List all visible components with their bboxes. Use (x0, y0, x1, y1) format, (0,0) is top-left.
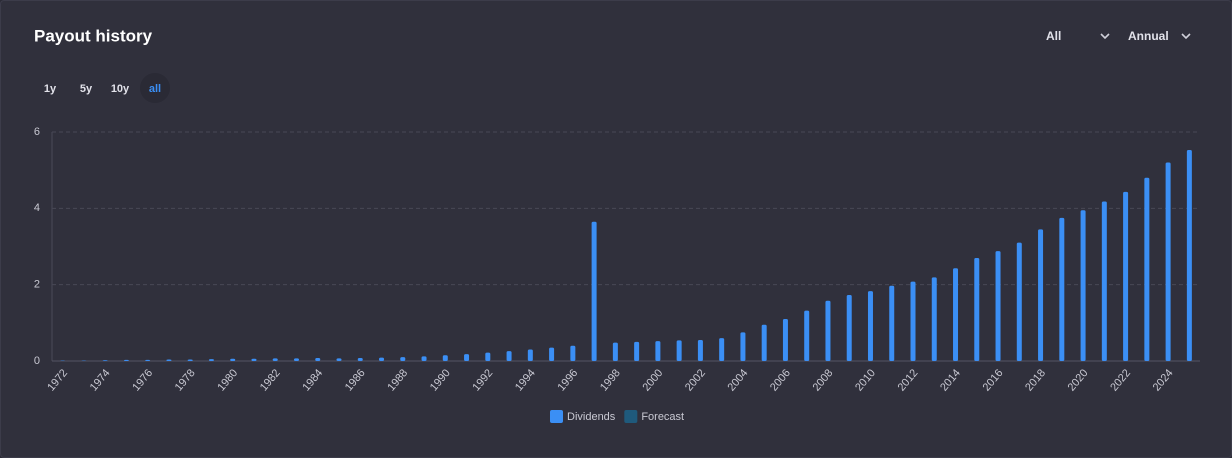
bar (208, 359, 214, 361)
bar (910, 281, 916, 361)
x-tick-label: 1974 (88, 367, 113, 393)
bar (527, 349, 533, 361)
legend-label: Forecast (641, 411, 684, 423)
bar (1186, 149, 1192, 361)
bar (591, 221, 597, 361)
x-tick-label: 2002 (683, 367, 708, 393)
x-tick-label: 1980 (215, 367, 240, 393)
bar (974, 257, 980, 361)
bar (676, 340, 682, 361)
x-tick-label: 1992 (470, 367, 495, 393)
bar (400, 357, 406, 361)
active-range-bg (140, 73, 170, 103)
x-tick-label: 2014 (938, 367, 963, 393)
bar (889, 285, 895, 361)
bar (293, 358, 299, 361)
x-tick-label: 2000 (640, 367, 665, 393)
bar (995, 251, 1001, 361)
bar (804, 310, 810, 361)
bar (719, 338, 725, 361)
x-tick-label: 2012 (896, 367, 921, 393)
bar (1080, 210, 1086, 361)
range-button[interactable]: 1y (44, 83, 57, 95)
legend-swatch (624, 410, 638, 423)
widget-title: Payout history (34, 26, 153, 45)
bar (336, 358, 342, 361)
bar (315, 357, 321, 361)
bar (251, 358, 257, 361)
bar (931, 277, 937, 361)
y-tick-label: 0 (34, 355, 40, 367)
x-tick-label: 1984 (300, 367, 325, 393)
bar (1016, 242, 1022, 361)
x-tick-label: 2020 (1066, 367, 1091, 393)
bar (1038, 229, 1044, 361)
bar (166, 359, 172, 361)
bar (825, 300, 831, 361)
dropdown-chevron (1100, 33, 1110, 40)
bar (357, 357, 363, 361)
bar (867, 291, 873, 361)
period-dropdown[interactable]: All (1046, 29, 1061, 43)
legend-swatch (550, 410, 563, 423)
y-tick-label: 4 (34, 202, 40, 214)
legend-label: Dividends (567, 411, 616, 423)
bar (102, 360, 108, 361)
bar (846, 294, 852, 361)
x-tick-label: 1976 (130, 367, 155, 393)
bar (506, 351, 512, 361)
bar (655, 341, 661, 361)
x-tick-label: 1972 (45, 367, 70, 393)
x-tick-label: 2022 (1108, 367, 1133, 393)
bar (1101, 201, 1107, 361)
x-tick-label: 1978 (173, 367, 198, 393)
bar (612, 342, 618, 361)
bar (953, 268, 959, 361)
bar (485, 352, 491, 361)
bar (697, 340, 703, 361)
bar (1123, 191, 1129, 361)
bar (379, 357, 385, 361)
bar (230, 358, 236, 361)
x-tick-label: 2008 (811, 367, 836, 393)
x-tick-label: 2004 (726, 367, 751, 393)
x-tick-label: 2010 (853, 367, 878, 393)
bar (1059, 217, 1065, 361)
x-tick-label: 1986 (343, 367, 368, 393)
range-button[interactable]: 10y (111, 83, 130, 95)
bar (1144, 177, 1150, 361)
x-tick-label: 2016 (981, 367, 1006, 393)
x-tick-label: 2006 (768, 367, 793, 393)
bar (442, 355, 448, 361)
y-tick-label: 6 (34, 126, 40, 138)
bar (145, 359, 151, 361)
range-button[interactable]: all (149, 83, 161, 95)
bar (272, 358, 278, 361)
x-tick-label: 1982 (258, 367, 283, 393)
bar (421, 356, 427, 361)
y-tick-label: 2 (34, 279, 40, 291)
bar (1165, 162, 1171, 361)
x-tick-label: 2018 (1023, 367, 1048, 393)
frequency-dropdown[interactable]: Annual (1128, 29, 1169, 43)
bar (123, 359, 129, 361)
bar (549, 347, 555, 361)
dropdown-chevron (1181, 33, 1191, 40)
x-tick-label: 1994 (513, 367, 538, 393)
bar (782, 319, 788, 361)
x-tick-label: 1988 (385, 367, 410, 393)
bar (740, 332, 746, 361)
bar (570, 345, 576, 361)
bar (187, 359, 193, 361)
bar (761, 324, 767, 361)
x-tick-label: 1996 (555, 367, 580, 393)
bar (634, 341, 640, 361)
x-tick-label: 2024 (1151, 367, 1176, 393)
bar (464, 354, 470, 361)
range-button[interactable]: 5y (80, 83, 93, 95)
x-tick-label: 1990 (428, 367, 453, 393)
x-tick-label: 1998 (598, 367, 623, 393)
